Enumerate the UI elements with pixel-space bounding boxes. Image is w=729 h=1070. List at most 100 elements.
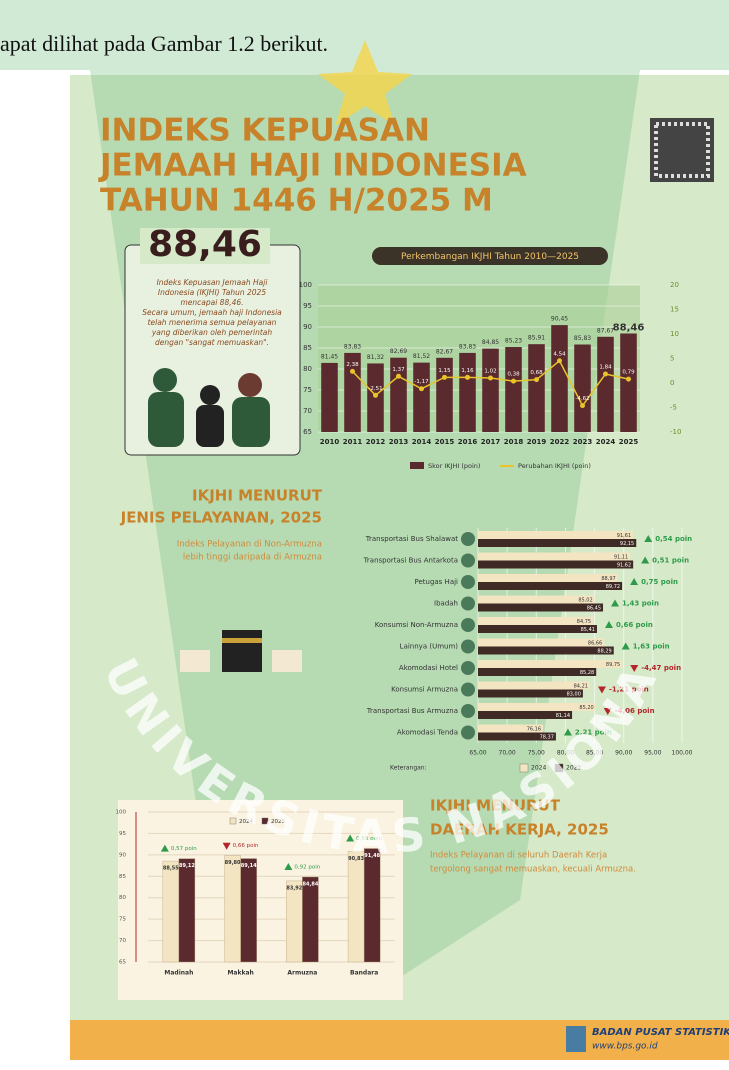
bar-label: 89,72 [606, 584, 620, 590]
x-tick-label: 2024 [596, 438, 616, 446]
legend-swatch [410, 462, 424, 469]
category-icon [461, 575, 475, 589]
change-label: 0,75 poin [641, 578, 678, 586]
category-icon [461, 554, 475, 568]
line-point [557, 358, 562, 363]
y-tick-label: 70 [303, 407, 312, 415]
change-label: 0,66 poin [616, 621, 653, 629]
line-point [580, 403, 585, 408]
section-title: IKJHI MENURUT [192, 487, 323, 505]
bar [478, 639, 604, 647]
line-point [419, 386, 424, 391]
x-tick-label: Bandara [350, 970, 378, 977]
bar [413, 363, 430, 432]
point-label: 4,54 [553, 351, 566, 357]
summary-line: mencapai 88,46. [180, 298, 243, 307]
x-tick-label: 2019 [527, 438, 547, 446]
bar [478, 703, 596, 711]
x-tick-label: 2025 [619, 438, 639, 446]
category-label: Transportasi Bus Antarkota [363, 557, 458, 565]
category-label: Lainnya (Umum) [400, 643, 459, 651]
point-label: 0,68 [530, 370, 543, 376]
x-tick-label: 2015 [435, 438, 455, 446]
bar [348, 851, 364, 962]
summary-line: dengan "sangat memuaskan". [155, 338, 269, 347]
page: apat dilihat pada Gambar 1.2 berikut. IN… [0, 0, 729, 1070]
section-subtitle: lebih tinggi daripada di Armuzna [183, 553, 322, 563]
legend-label: Perubahan IKJHI (poin) [518, 462, 591, 470]
bar [478, 561, 633, 569]
y-tick-label: 75 [303, 386, 312, 394]
line-point [534, 377, 539, 382]
x-tick-label: 2018 [504, 438, 524, 446]
y-tick-label: 75 [119, 917, 126, 923]
y2-tick-label: -10 [670, 428, 681, 436]
line-point [396, 374, 401, 379]
x-tick-label: 2017 [481, 438, 501, 446]
bar [478, 582, 622, 590]
line-point [373, 393, 378, 398]
change-label: 0,54 poin [655, 535, 692, 543]
bar [286, 881, 302, 962]
y-tick-label: 90 [303, 323, 312, 331]
category-label: Konsumsi Non-Armuzna [375, 621, 458, 629]
y-tick-label: 85 [119, 874, 126, 880]
document: apat dilihat pada Gambar 1.2 berikut. IN… [0, 0, 729, 1070]
bar [241, 859, 257, 962]
bar [551, 325, 568, 432]
bar [321, 363, 338, 432]
y-tick-label: 80 [303, 365, 312, 373]
bar-label: 87,67 [597, 327, 614, 334]
bar [478, 647, 614, 655]
point-label: 2,38 [346, 362, 359, 368]
bar [302, 877, 318, 962]
point-label: -4,62 [575, 396, 589, 402]
bar-label: 91,61 [617, 533, 631, 539]
y2-tick-label: 0 [670, 379, 674, 387]
bar-label: 88,55 [163, 866, 179, 872]
line-point [465, 375, 470, 380]
y-tick-label: 95 [119, 831, 126, 837]
line-point [442, 375, 447, 380]
headline-value: 88,46 [148, 224, 262, 265]
summary-line: yang diberikan oleh pemerintah [151, 328, 273, 337]
bar-label: 85,91 [528, 335, 545, 342]
bar-label: 82,69 [390, 348, 407, 355]
category-label: Ibadah [434, 600, 458, 608]
bar-label: 83,83 [344, 343, 361, 350]
bar [225, 856, 241, 962]
bar-label: 92,15 [620, 541, 634, 547]
legend-title: Keterangan: [390, 765, 427, 772]
point-label: 0,38 [507, 372, 520, 378]
x-tick-label: 70,00 [499, 750, 516, 757]
bar [482, 349, 499, 432]
bar [528, 344, 545, 432]
x-tick-label: 2022 [550, 438, 570, 446]
bar [478, 539, 636, 547]
change-label: 1,63 poin [633, 643, 670, 651]
bar [597, 337, 614, 432]
category-label: Transportasi Bus Armuzna [366, 707, 458, 715]
category-icon [461, 532, 475, 546]
bar-label: 85,83 [574, 335, 591, 342]
x-tick-label: 95,00 [644, 750, 661, 757]
category-icon [461, 640, 475, 654]
bar-label: 76,16 [527, 727, 541, 733]
line-point [350, 369, 355, 374]
point-label: 0,79 [622, 370, 635, 376]
x-tick-label: 65,00 [469, 750, 486, 757]
footer-band [70, 1020, 729, 1060]
bar-label: 84,75 [577, 619, 591, 625]
bar-label: 83,92 [286, 885, 302, 891]
headline: JEMAAH HAJI INDONESIA [98, 148, 527, 184]
change-label: 0,92 poin [294, 864, 320, 870]
bar-label: 89,14 [241, 863, 257, 869]
bar [163, 861, 179, 962]
bar [505, 347, 522, 432]
y-tick-label: 85 [303, 344, 312, 352]
x-tick-label: 2010 [320, 438, 340, 446]
bar [478, 604, 603, 612]
bar-label: 91,11 [614, 555, 628, 561]
bar-label: 88,29 [597, 649, 611, 655]
bar-label: 82,67 [436, 348, 453, 355]
